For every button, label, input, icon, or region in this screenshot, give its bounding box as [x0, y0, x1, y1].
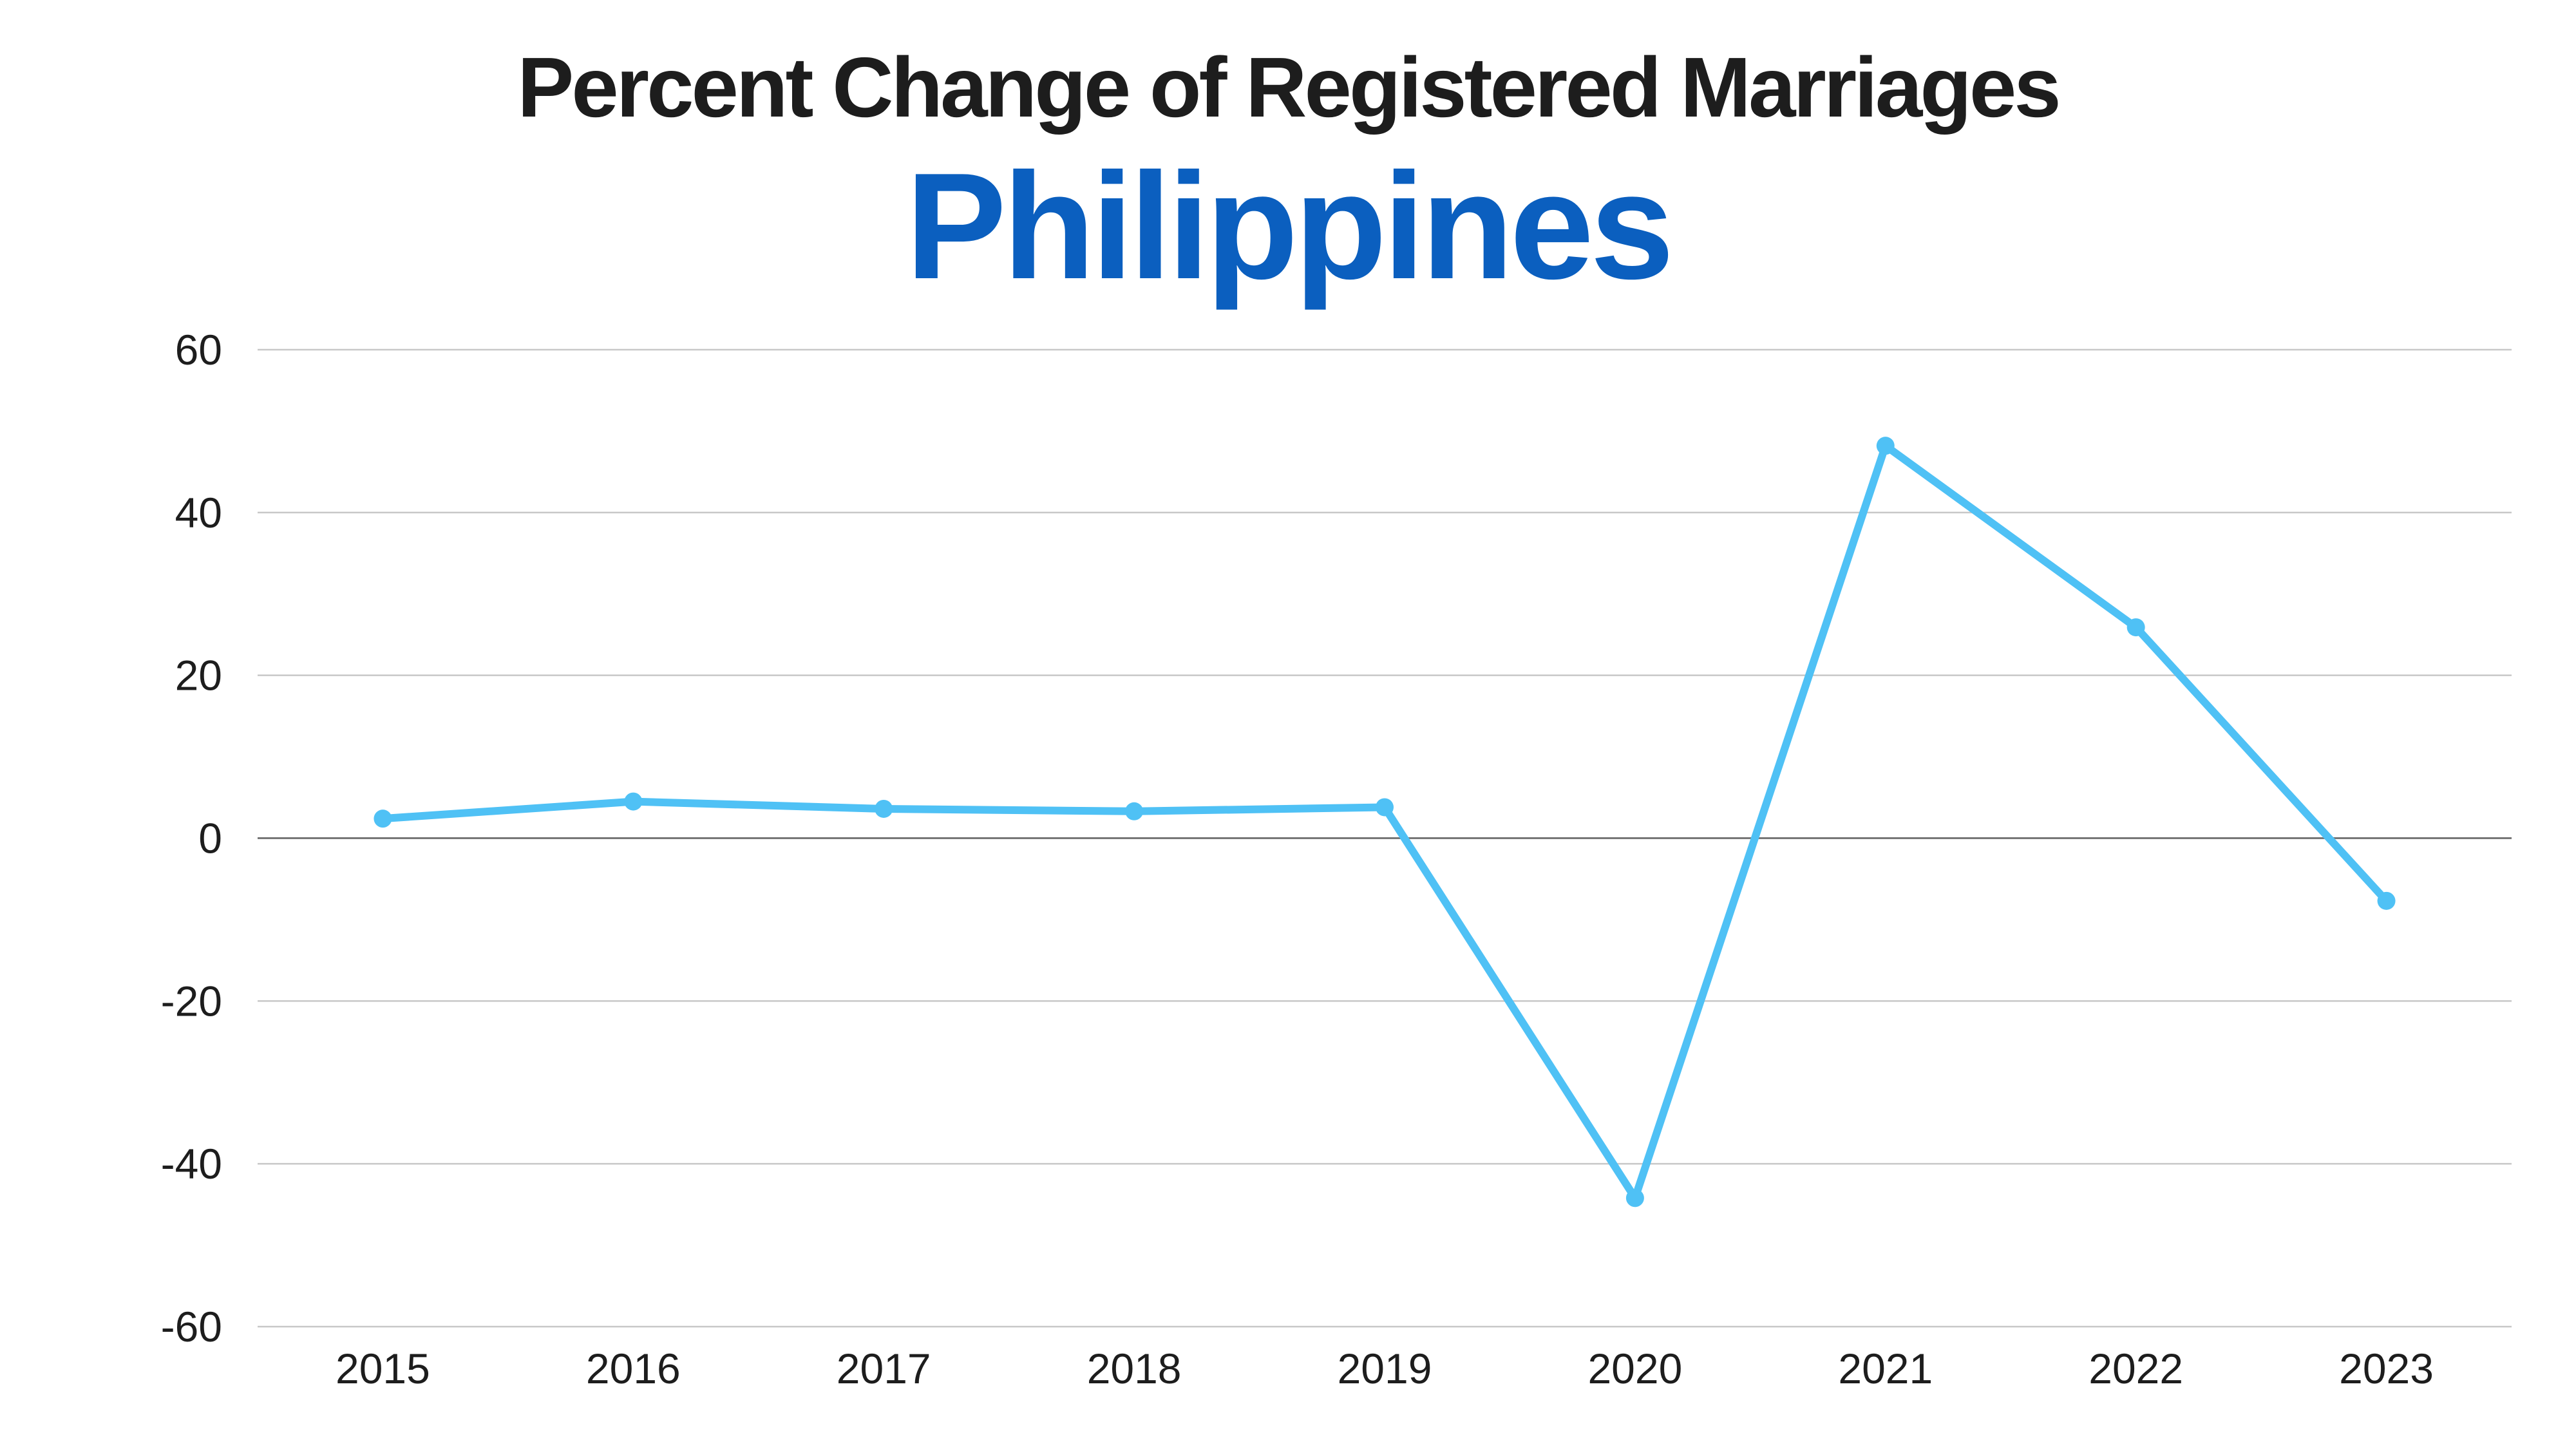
data-point-2022 — [2126, 618, 2145, 637]
series-line-layer — [379, 442, 2391, 1202]
data-point-2015 — [374, 810, 392, 828]
data-point-2018 — [1125, 802, 1144, 820]
y-axis-ticks: 60 40 20 0 -20 -40 -60 — [161, 326, 222, 1350]
chart-title: Percent Change of Registered Marriages — [517, 40, 2061, 135]
series-points — [374, 437, 2396, 1208]
x-tick-label: 2016 — [586, 1345, 681, 1392]
y-tick-label: -40 — [161, 1140, 222, 1188]
data-point-2023 — [2377, 891, 2396, 910]
y-tick-label: 60 — [175, 326, 222, 374]
y-tick-label: -60 — [161, 1303, 222, 1350]
x-tick-label: 2018 — [1087, 1345, 1182, 1392]
x-tick-label: 2020 — [1587, 1345, 1682, 1392]
x-tick-label: 2015 — [336, 1345, 430, 1392]
x-tick-label: 2023 — [2339, 1345, 2434, 1392]
x-axis-ticks: 2015 2016 2017 2018 2019 2020 2021 2022 2023 — [336, 1345, 2434, 1392]
data-point-2017 — [875, 799, 893, 818]
data-point-2016 — [624, 792, 643, 811]
x-tick-label: 2021 — [1838, 1345, 1933, 1392]
x-tick-label: 2019 — [1338, 1345, 1432, 1392]
y-tick-label: 20 — [175, 652, 222, 699]
data-point-2020 — [1625, 1189, 1644, 1208]
data-point-2019 — [1376, 798, 1394, 817]
data-point-2021 — [1876, 437, 1895, 455]
series-line — [379, 442, 2391, 1202]
y-tick-label: -20 — [161, 977, 222, 1025]
grid-lines — [258, 348, 2512, 1328]
chart-subtitle: Philippines — [905, 141, 1674, 310]
y-tick-label: 0 — [198, 815, 222, 862]
x-tick-label: 2017 — [837, 1345, 931, 1392]
x-tick-label: 2022 — [2088, 1345, 2183, 1392]
y-tick-label: 40 — [175, 489, 222, 536]
